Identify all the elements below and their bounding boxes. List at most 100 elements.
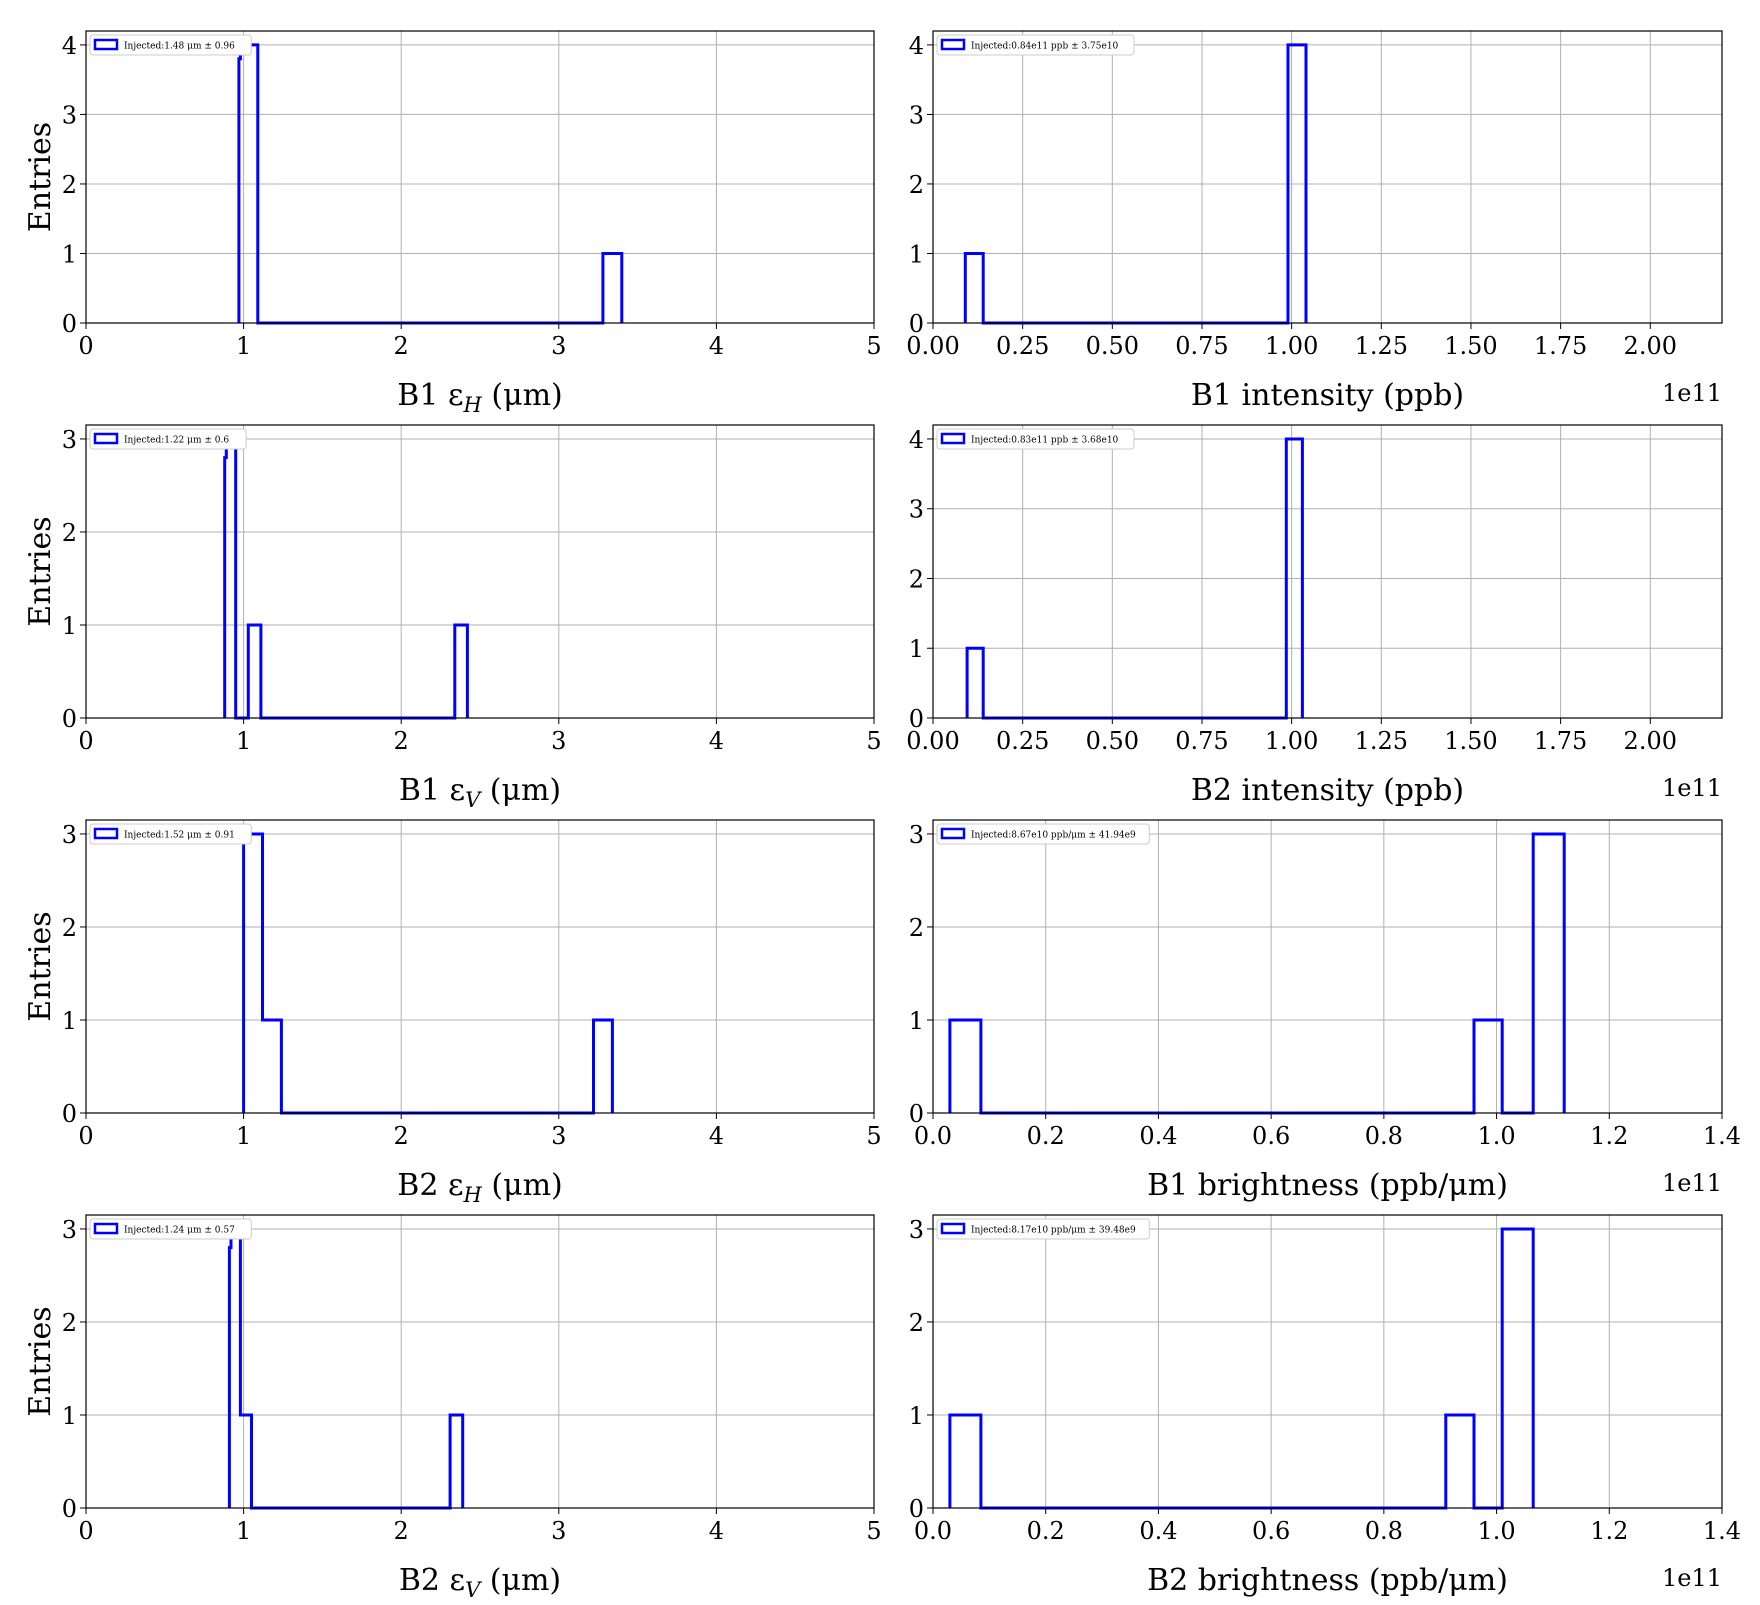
- legend-swatch: [940, 1222, 966, 1235]
- axes-frame: [85, 424, 875, 719]
- y-tick-label: 1: [909, 1402, 924, 1430]
- x-axis-label: B1 εH (μm): [397, 378, 562, 417]
- x-tick-label: 5: [866, 1517, 881, 1545]
- y-tick-label: 2: [62, 171, 77, 199]
- x-axis-label: B2 εH (μm): [397, 1168, 562, 1207]
- legend-swatch: [940, 432, 966, 445]
- legend-label: Injected:1.52 μm ± 0.91: [124, 831, 235, 841]
- x-tick-label: 1.4: [1703, 1517, 1741, 1545]
- legend-label: Injected:8.17e10 ppb/μm ± 39.48e9: [971, 1226, 1136, 1236]
- legend-label: Injected:1.24 μm ± 0.57: [124, 1226, 235, 1236]
- x-tick-label: 4: [709, 332, 724, 360]
- legend-label: Injected:0.83e11 ppb ± 3.68e10: [971, 436, 1119, 446]
- y-axis-label: Entries: [23, 1306, 58, 1416]
- legend-swatch: [93, 432, 119, 445]
- y-tick-label: 1: [62, 612, 77, 640]
- y-tick-label: 2: [909, 171, 924, 199]
- subplot-6: 0.0 0.2 0.4 0.6 0.8 1.0 1.2 1.4 0 1 2 3 B1 brightnes…: [909, 819, 1741, 1203]
- x-tick-label: 5: [866, 1122, 881, 1150]
- y-tick-label: 3: [909, 496, 924, 524]
- legend-label: Injected:1.22 μm ± 0.6: [124, 436, 229, 446]
- axes-frame: [85, 1214, 875, 1509]
- subplot-1: 0 1 2 3 4 5 0 1 2 3 4 B1 εH (μm) Entries Injected:1.4…: [23, 30, 882, 417]
- x-tick-label: 0.25: [996, 332, 1049, 360]
- legend-label: Injected:0.84e11 ppb ± 3.75e10: [971, 42, 1119, 52]
- x-tick-label: 0.50: [1086, 727, 1139, 755]
- y-tick-label: 1: [62, 1402, 77, 1430]
- axes-frame: [85, 819, 875, 1114]
- legend: Injected:1.24 μm ± 0.57: [89, 1218, 252, 1240]
- x-tick-label: 1: [236, 332, 251, 360]
- legend-label: Injected:1.48 μm ± 0.96: [124, 42, 235, 52]
- y-tick-label: 0: [909, 1100, 924, 1128]
- legend-box: [936, 34, 1135, 56]
- y-tick-label: 2: [62, 914, 77, 942]
- axes-frame: [932, 30, 1723, 324]
- subplot-3: 0 1 2 3 4 5 0 1 2 3 B1 εV (μm) Entries Injected:1.22…: [23, 424, 882, 812]
- subplot-8: 0.0 0.2 0.4 0.6 0.8 1.0 1.2 1.4 0 1 2 3 B2 brightnes…: [909, 1214, 1741, 1598]
- subplot-7: 0 1 2 3 4 5 0 1 2 3 B2 εV (μm) Entries Injected:1.24…: [23, 1214, 882, 1602]
- x-tick-label: 0.0: [914, 1122, 952, 1150]
- histogram-series: [242, 832, 614, 1115]
- x-tick-label: 1: [236, 727, 251, 755]
- x-tick-label: 5: [866, 727, 881, 755]
- y-axis-label: Entries: [23, 122, 58, 232]
- y-tick-label: 4: [909, 426, 924, 454]
- x-offset-text: 1e11: [1662, 1564, 1722, 1592]
- axes-frame: [932, 424, 1723, 719]
- legend: Injected:8.67e10 ppb/μm ± 41.94e9: [936, 823, 1150, 845]
- legend-swatch: [93, 1222, 119, 1235]
- y-tick-label: 3: [909, 101, 924, 129]
- legend-box: [936, 428, 1135, 450]
- x-axis-label: B1 intensity (ppb): [1191, 378, 1464, 413]
- x-tick-label: 5: [866, 332, 881, 360]
- axes-frame: [85, 30, 875, 324]
- legend-box: [936, 823, 1150, 845]
- x-tick-label: 4: [709, 1122, 724, 1150]
- x-tick-label: 1.0: [1477, 1517, 1515, 1545]
- legend-swatch: [93, 38, 119, 51]
- x-tick-label: 1.75: [1534, 727, 1587, 755]
- axes-frame: [932, 819, 1723, 1114]
- x-tick-label: 3: [551, 332, 566, 360]
- x-tick-label: 2.00: [1624, 727, 1677, 755]
- histogram-series: [948, 832, 1566, 1115]
- x-tick-label: 0.4: [1139, 1517, 1177, 1545]
- y-axis-label: Entries: [23, 911, 58, 1021]
- y-tick-label: 3: [909, 1216, 924, 1244]
- y-tick-label: 2: [909, 565, 924, 593]
- x-axis-label: B1 brightness (ppb/μm): [1147, 1168, 1508, 1203]
- x-tick-label: 1.2: [1590, 1122, 1628, 1150]
- x-tick-label: 0.00: [906, 727, 959, 755]
- y-tick-label: 0: [62, 1100, 77, 1128]
- y-tick-label: 1: [909, 635, 924, 663]
- histogram-series: [223, 437, 469, 720]
- y-tick-label: 3: [62, 101, 77, 129]
- x-tick-label: 0.25: [996, 727, 1049, 755]
- y-tick-label: 0: [909, 705, 924, 733]
- histogram-series: [948, 1227, 1535, 1510]
- y-tick-label: 3: [909, 821, 924, 849]
- y-tick-label: 3: [62, 821, 77, 849]
- x-tick-label: 0.4: [1139, 1122, 1177, 1150]
- x-tick-label: 3: [551, 727, 566, 755]
- legend: Injected:0.83e11 ppb ± 3.68e10: [936, 428, 1135, 450]
- subplot-5: 0 1 2 3 4 5 0 1 2 3 B2 εH (μm) Entries Injected:1.52…: [23, 819, 882, 1207]
- legend-swatch: [940, 38, 966, 51]
- x-tick-label: 0.75: [1175, 727, 1228, 755]
- x-tick-label: 1.4: [1703, 1122, 1741, 1150]
- x-tick-label: 0.2: [1027, 1517, 1065, 1545]
- legend-box: [89, 1218, 252, 1240]
- y-tick-label: 2: [909, 914, 924, 942]
- y-tick-label: 1: [62, 240, 77, 268]
- x-tick-label: 0: [78, 1517, 93, 1545]
- x-offset-text: 1e11: [1662, 379, 1722, 407]
- y-tick-label: 4: [909, 32, 924, 60]
- x-tick-label: 0.0: [914, 1517, 952, 1545]
- x-tick-label: 1.00: [1265, 727, 1318, 755]
- histogram-series: [227, 1227, 465, 1510]
- legend-box: [89, 823, 252, 845]
- x-tick-label: 1.50: [1444, 727, 1497, 755]
- x-tick-label: 1: [236, 1517, 251, 1545]
- x-axis-label: B2 intensity (ppb): [1191, 773, 1464, 808]
